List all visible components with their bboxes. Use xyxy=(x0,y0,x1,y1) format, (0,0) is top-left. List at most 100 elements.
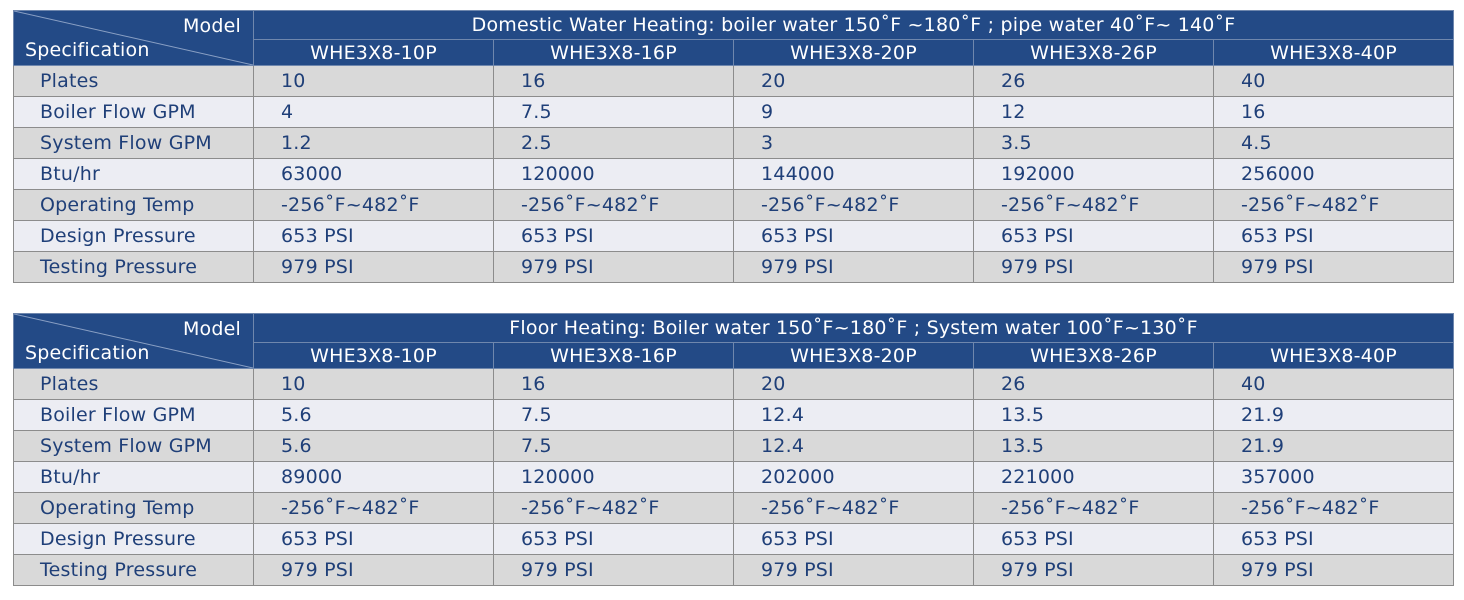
table-row: System Flow GPM 5.6 7.5 12.4 13.5 21.9 xyxy=(13,430,1455,462)
table-row: Btu/hr 63000 120000 144000 192000 256000 xyxy=(13,158,1455,190)
table-cell: 3 xyxy=(733,127,974,159)
row-label-plates: Plates xyxy=(13,368,254,400)
table-cell: 5.6 xyxy=(253,399,494,431)
table-cell: 7.5 xyxy=(493,430,734,462)
table-row: Testing Pressure 979 PSI 979 PSI 979 PSI… xyxy=(13,554,1455,586)
table-cell: -256˚F~482˚F xyxy=(1212,492,1455,524)
table-cell: 16 xyxy=(493,368,734,400)
table-cell: 12.4 xyxy=(733,399,974,431)
table-cell: 20 xyxy=(733,368,974,400)
table-cell: 7.5 xyxy=(493,96,734,128)
table-cell: 4 xyxy=(253,96,494,128)
table-row: System Flow GPM 1.2 2.5 3 3.5 4.5 xyxy=(13,127,1455,159)
specification-header-label: Specification xyxy=(25,39,150,61)
table-cell: 979 PSI xyxy=(1212,251,1455,283)
model-name: WHE3X8-16P xyxy=(493,39,734,66)
table-cell: 144000 xyxy=(733,158,974,190)
table-cell: 10 xyxy=(253,65,494,97)
table-row: Plates 10 16 20 26 40 xyxy=(13,65,1455,97)
table-cell: 4.5 xyxy=(1212,127,1455,159)
diagonal-divider-icon xyxy=(14,11,253,65)
table-cell: 2.5 xyxy=(493,127,734,159)
table-cell: 120000 xyxy=(493,461,734,493)
row-label-testing-pressure: Testing Pressure xyxy=(13,554,254,586)
model-header-label: Model xyxy=(182,15,241,37)
specification-header-label: Specification xyxy=(25,342,150,364)
row-label-operating-temp: Operating Temp xyxy=(13,492,254,524)
model-name: WHE3X8-16P xyxy=(493,342,734,369)
row-label-plates: Plates xyxy=(13,65,254,97)
table-cell: 12.4 xyxy=(733,430,974,462)
model-name: WHE3X8-20P xyxy=(733,39,974,66)
table-cell: -256˚F~482˚F xyxy=(253,189,494,221)
section-title: Domestic Water Heating: boiler water 150… xyxy=(252,10,1455,40)
table-cell: 120000 xyxy=(493,158,734,190)
diagonal-divider-icon xyxy=(14,314,253,368)
table-cell: 13.5 xyxy=(973,399,1214,431)
table-row: Boiler Flow GPM 4 7.5 9 12 16 xyxy=(13,96,1455,128)
table-cell: -256˚F~482˚F xyxy=(733,492,974,524)
model-name: WHE3X8-26P xyxy=(973,342,1214,369)
model-name: WHE3X8-26P xyxy=(973,39,1214,66)
floor-heating-table: Model Specification Floor Heating: Boile… xyxy=(13,313,1455,586)
table-cell: 40 xyxy=(1212,368,1455,400)
model-name: WHE3X8-40P xyxy=(1212,342,1455,369)
row-label-system-flow: System Flow GPM xyxy=(13,127,254,159)
table-cell: 653 PSI xyxy=(253,220,494,252)
table-cell: 256000 xyxy=(1212,158,1455,190)
table-cell: 13.5 xyxy=(973,430,1214,462)
header-corner-cell: Model Specification xyxy=(13,10,254,66)
table-cell: 1.2 xyxy=(253,127,494,159)
domestic-water-heating-table: Model Specification Domestic Water Heati… xyxy=(13,10,1455,283)
table-row: Operating Temp -256˚F~482˚F -256˚F~482˚F… xyxy=(13,189,1455,221)
table-cell: 10 xyxy=(253,368,494,400)
row-label-operating-temp: Operating Temp xyxy=(13,189,254,221)
table-cell: 653 PSI xyxy=(973,523,1214,555)
table-cell: 3.5 xyxy=(973,127,1214,159)
table-cell: 26 xyxy=(973,368,1214,400)
row-label-boiler-flow: Boiler Flow GPM xyxy=(13,96,254,128)
row-label-design-pressure: Design Pressure xyxy=(13,220,254,252)
table-cell: 979 PSI xyxy=(973,554,1214,586)
table-cell: 221000 xyxy=(973,461,1214,493)
table-cell: -256˚F~482˚F xyxy=(493,492,734,524)
table-cell: 653 PSI xyxy=(973,220,1214,252)
table-cell: -256˚F~482˚F xyxy=(973,492,1214,524)
table-cell: 40 xyxy=(1212,65,1455,97)
table-cell: 21.9 xyxy=(1212,430,1455,462)
table-cell: 653 PSI xyxy=(733,523,974,555)
table-cell: 979 PSI xyxy=(733,554,974,586)
table-row: Plates 10 16 20 26 40 xyxy=(13,368,1455,400)
table-cell: 192000 xyxy=(973,158,1214,190)
table-cell: 979 PSI xyxy=(253,251,494,283)
table-cell: 16 xyxy=(493,65,734,97)
table-cell: 979 PSI xyxy=(1212,554,1455,586)
table-cell: 653 PSI xyxy=(493,220,734,252)
table-cell: -256˚F~482˚F xyxy=(733,189,974,221)
table-row: Testing Pressure 979 PSI 979 PSI 979 PSI… xyxy=(13,251,1455,283)
table-row: Operating Temp -256˚F~482˚F -256˚F~482˚F… xyxy=(13,492,1455,524)
table-cell: 979 PSI xyxy=(733,251,974,283)
table-cell: 979 PSI xyxy=(493,251,734,283)
model-name: WHE3X8-20P xyxy=(733,342,974,369)
table-cell: -256˚F~482˚F xyxy=(253,492,494,524)
table-cell: 979 PSI xyxy=(493,554,734,586)
model-name: WHE3X8-40P xyxy=(1212,39,1455,66)
table-cell: 16 xyxy=(1212,96,1455,128)
table-cell: 20 xyxy=(733,65,974,97)
table-cell: -256˚F~482˚F xyxy=(1212,189,1455,221)
table-cell: 63000 xyxy=(253,158,494,190)
header-corner-cell: Model Specification xyxy=(13,313,254,369)
table-cell: 653 PSI xyxy=(253,523,494,555)
table-cell: 653 PSI xyxy=(733,220,974,252)
model-name: WHE3X8-10P xyxy=(253,39,494,66)
table-cell: 357000 xyxy=(1212,461,1455,493)
table-cell: 12 xyxy=(973,96,1214,128)
row-label-boiler-flow: Boiler Flow GPM xyxy=(13,399,254,431)
model-name: WHE3X8-10P xyxy=(253,342,494,369)
row-label-system-flow: System Flow GPM xyxy=(13,430,254,462)
table-row: Boiler Flow GPM 5.6 7.5 12.4 13.5 21.9 xyxy=(13,399,1455,431)
table-row: Btu/hr 89000 120000 202000 221000 357000 xyxy=(13,461,1455,493)
table-cell: 979 PSI xyxy=(973,251,1214,283)
table-cell: 653 PSI xyxy=(1212,523,1455,555)
